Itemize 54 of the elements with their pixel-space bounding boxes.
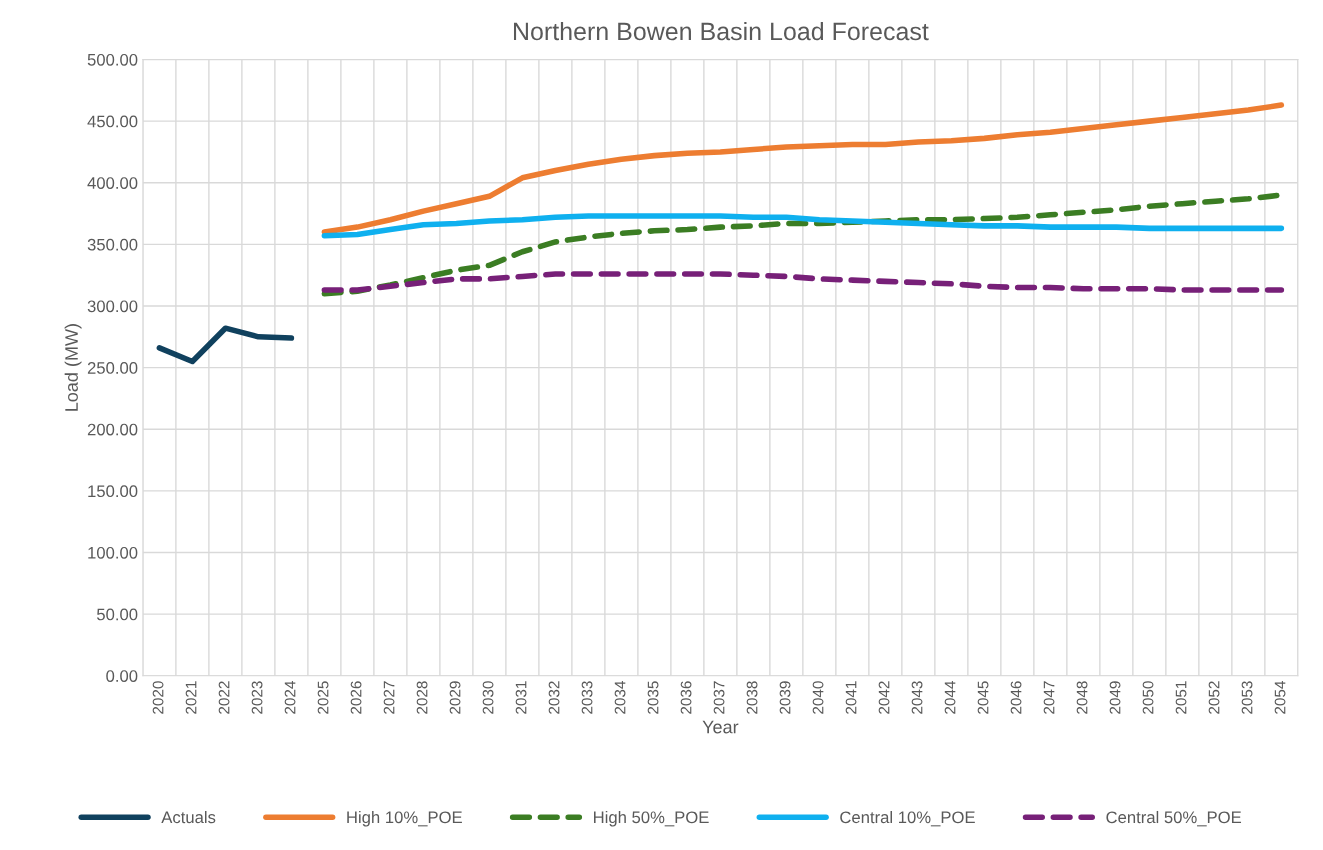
legend-label: High 50%_POE xyxy=(594,810,709,827)
x-tick-label: 2025 xyxy=(317,681,329,714)
x-tick-label: 2050 xyxy=(1142,681,1154,714)
y-tick-label: 300.00 xyxy=(87,300,138,313)
x-tick-label: 2053 xyxy=(1241,681,1253,714)
y-axis-title: Load (MW) xyxy=(64,324,82,411)
legend-label: Central 10%_POE xyxy=(840,810,975,827)
x-tick-label: 2040 xyxy=(812,681,824,714)
x-tick-label: 2041 xyxy=(845,681,857,714)
x-tick-label: 2051 xyxy=(1175,681,1187,714)
x-tick-label: 2026 xyxy=(350,681,362,714)
x-tick-label: 2033 xyxy=(581,681,593,714)
x-tick-label: 2032 xyxy=(548,681,560,714)
x-tick-label: 2021 xyxy=(185,681,197,714)
legend-label: Central 50%_POE xyxy=(1106,810,1242,827)
x-tick-label: 2046 xyxy=(1010,681,1022,714)
y-tick-label: 50.00 xyxy=(96,608,138,621)
y-tick-label: 0.00 xyxy=(106,670,138,682)
legend-label: Actuals xyxy=(161,810,216,824)
x-tick-label: 2020 xyxy=(152,681,164,714)
x-axis-title: Year xyxy=(702,720,739,734)
x-tick-label: 2023 xyxy=(251,681,263,714)
x-tick-label: 2027 xyxy=(383,681,395,714)
x-tick-label: 2039 xyxy=(779,681,791,714)
x-tick-label: 2054 xyxy=(1274,681,1286,714)
x-tick-label: 2034 xyxy=(614,681,626,714)
x-tick-label: 2047 xyxy=(1043,681,1055,714)
y-tick-label: 100.00 xyxy=(88,546,138,559)
x-tick-label: 2043 xyxy=(911,681,923,714)
legend-label: High 10%_POE xyxy=(347,810,462,827)
x-tick-label: 2049 xyxy=(1109,681,1121,714)
x-tick-label: 2037 xyxy=(713,681,725,714)
x-tick-label: 2044 xyxy=(944,681,956,714)
y-tick-label: 450.00 xyxy=(87,115,138,128)
x-tick-label: 2024 xyxy=(284,681,296,714)
chart-title: Northern Bowen Basin Load Forecast xyxy=(513,21,929,41)
y-tick-label: 250.00 xyxy=(87,362,138,374)
y-tick-label: 350.00 xyxy=(87,238,138,251)
x-tick-label: 2031 xyxy=(515,681,527,714)
x-tick-label: 2030 xyxy=(482,681,494,714)
y-tick-label: 200.00 xyxy=(87,423,138,436)
x-tick-label: 2028 xyxy=(416,681,428,714)
x-tick-label: 2035 xyxy=(647,681,659,714)
y-tick-label: 500.00 xyxy=(87,53,138,66)
x-tick-label: 2052 xyxy=(1208,681,1220,714)
y-tick-label: 400.00 xyxy=(87,177,138,189)
x-tick-label: 2036 xyxy=(680,681,692,714)
y-tick-label: 150.00 xyxy=(88,485,138,498)
x-tick-label: 2042 xyxy=(878,681,890,714)
x-tick-label: 2045 xyxy=(977,681,989,714)
x-tick-label: 2048 xyxy=(1076,681,1088,714)
x-tick-label: 2022 xyxy=(218,681,230,714)
x-tick-label: 2029 xyxy=(449,681,461,714)
x-tick-label: 2038 xyxy=(746,681,758,714)
